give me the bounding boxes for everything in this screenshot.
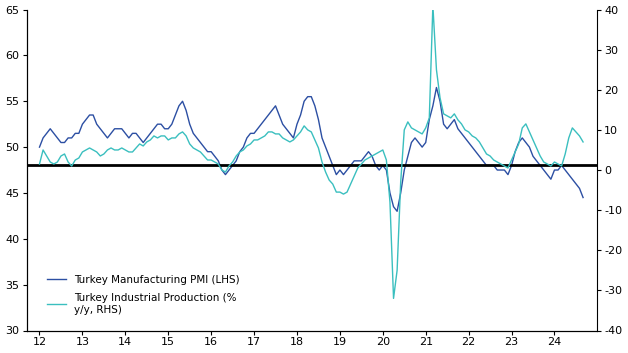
Turkey Manufacturing PMI (LHS) xyxy=(422,140,430,145)
Turkey Industrial Production (%
y/y, RHS) xyxy=(72,158,79,162)
Turkey Manufacturing PMI (LHS) xyxy=(393,209,401,214)
Turkey Manufacturing PMI (LHS) xyxy=(36,145,43,149)
Line: Turkey Manufacturing PMI (LHS): Turkey Manufacturing PMI (LHS) xyxy=(40,88,583,211)
Turkey Industrial Production (%
y/y, RHS) xyxy=(107,146,115,150)
Turkey Industrial Production (%
y/y, RHS) xyxy=(390,296,398,300)
Legend: Turkey Manufacturing PMI (LHS), Turkey Industrial Production (%
y/y, RHS): Turkey Manufacturing PMI (LHS), Turkey I… xyxy=(43,271,244,319)
Turkey Industrial Production (%
y/y, RHS) xyxy=(561,152,569,156)
Turkey Industrial Production (%
y/y, RHS) xyxy=(429,4,436,8)
Turkey Manufacturing PMI (LHS) xyxy=(107,131,115,136)
Turkey Manufacturing PMI (LHS) xyxy=(72,131,79,136)
Line: Turkey Industrial Production (%
y/y, RHS): Turkey Industrial Production (% y/y, RHS… xyxy=(40,6,583,298)
Turkey Manufacturing PMI (LHS) xyxy=(275,113,283,117)
Turkey Industrial Production (%
y/y, RHS) xyxy=(422,126,430,130)
Turkey Manufacturing PMI (LHS) xyxy=(579,196,587,200)
Turkey Manufacturing PMI (LHS) xyxy=(494,168,501,172)
Turkey Industrial Production (%
y/y, RHS) xyxy=(579,140,587,144)
Turkey Industrial Production (%
y/y, RHS) xyxy=(275,132,283,136)
Turkey Manufacturing PMI (LHS) xyxy=(433,85,440,90)
Turkey Manufacturing PMI (LHS) xyxy=(561,168,569,172)
Turkey Industrial Production (%
y/y, RHS) xyxy=(36,162,43,166)
Turkey Industrial Production (%
y/y, RHS) xyxy=(494,160,501,164)
